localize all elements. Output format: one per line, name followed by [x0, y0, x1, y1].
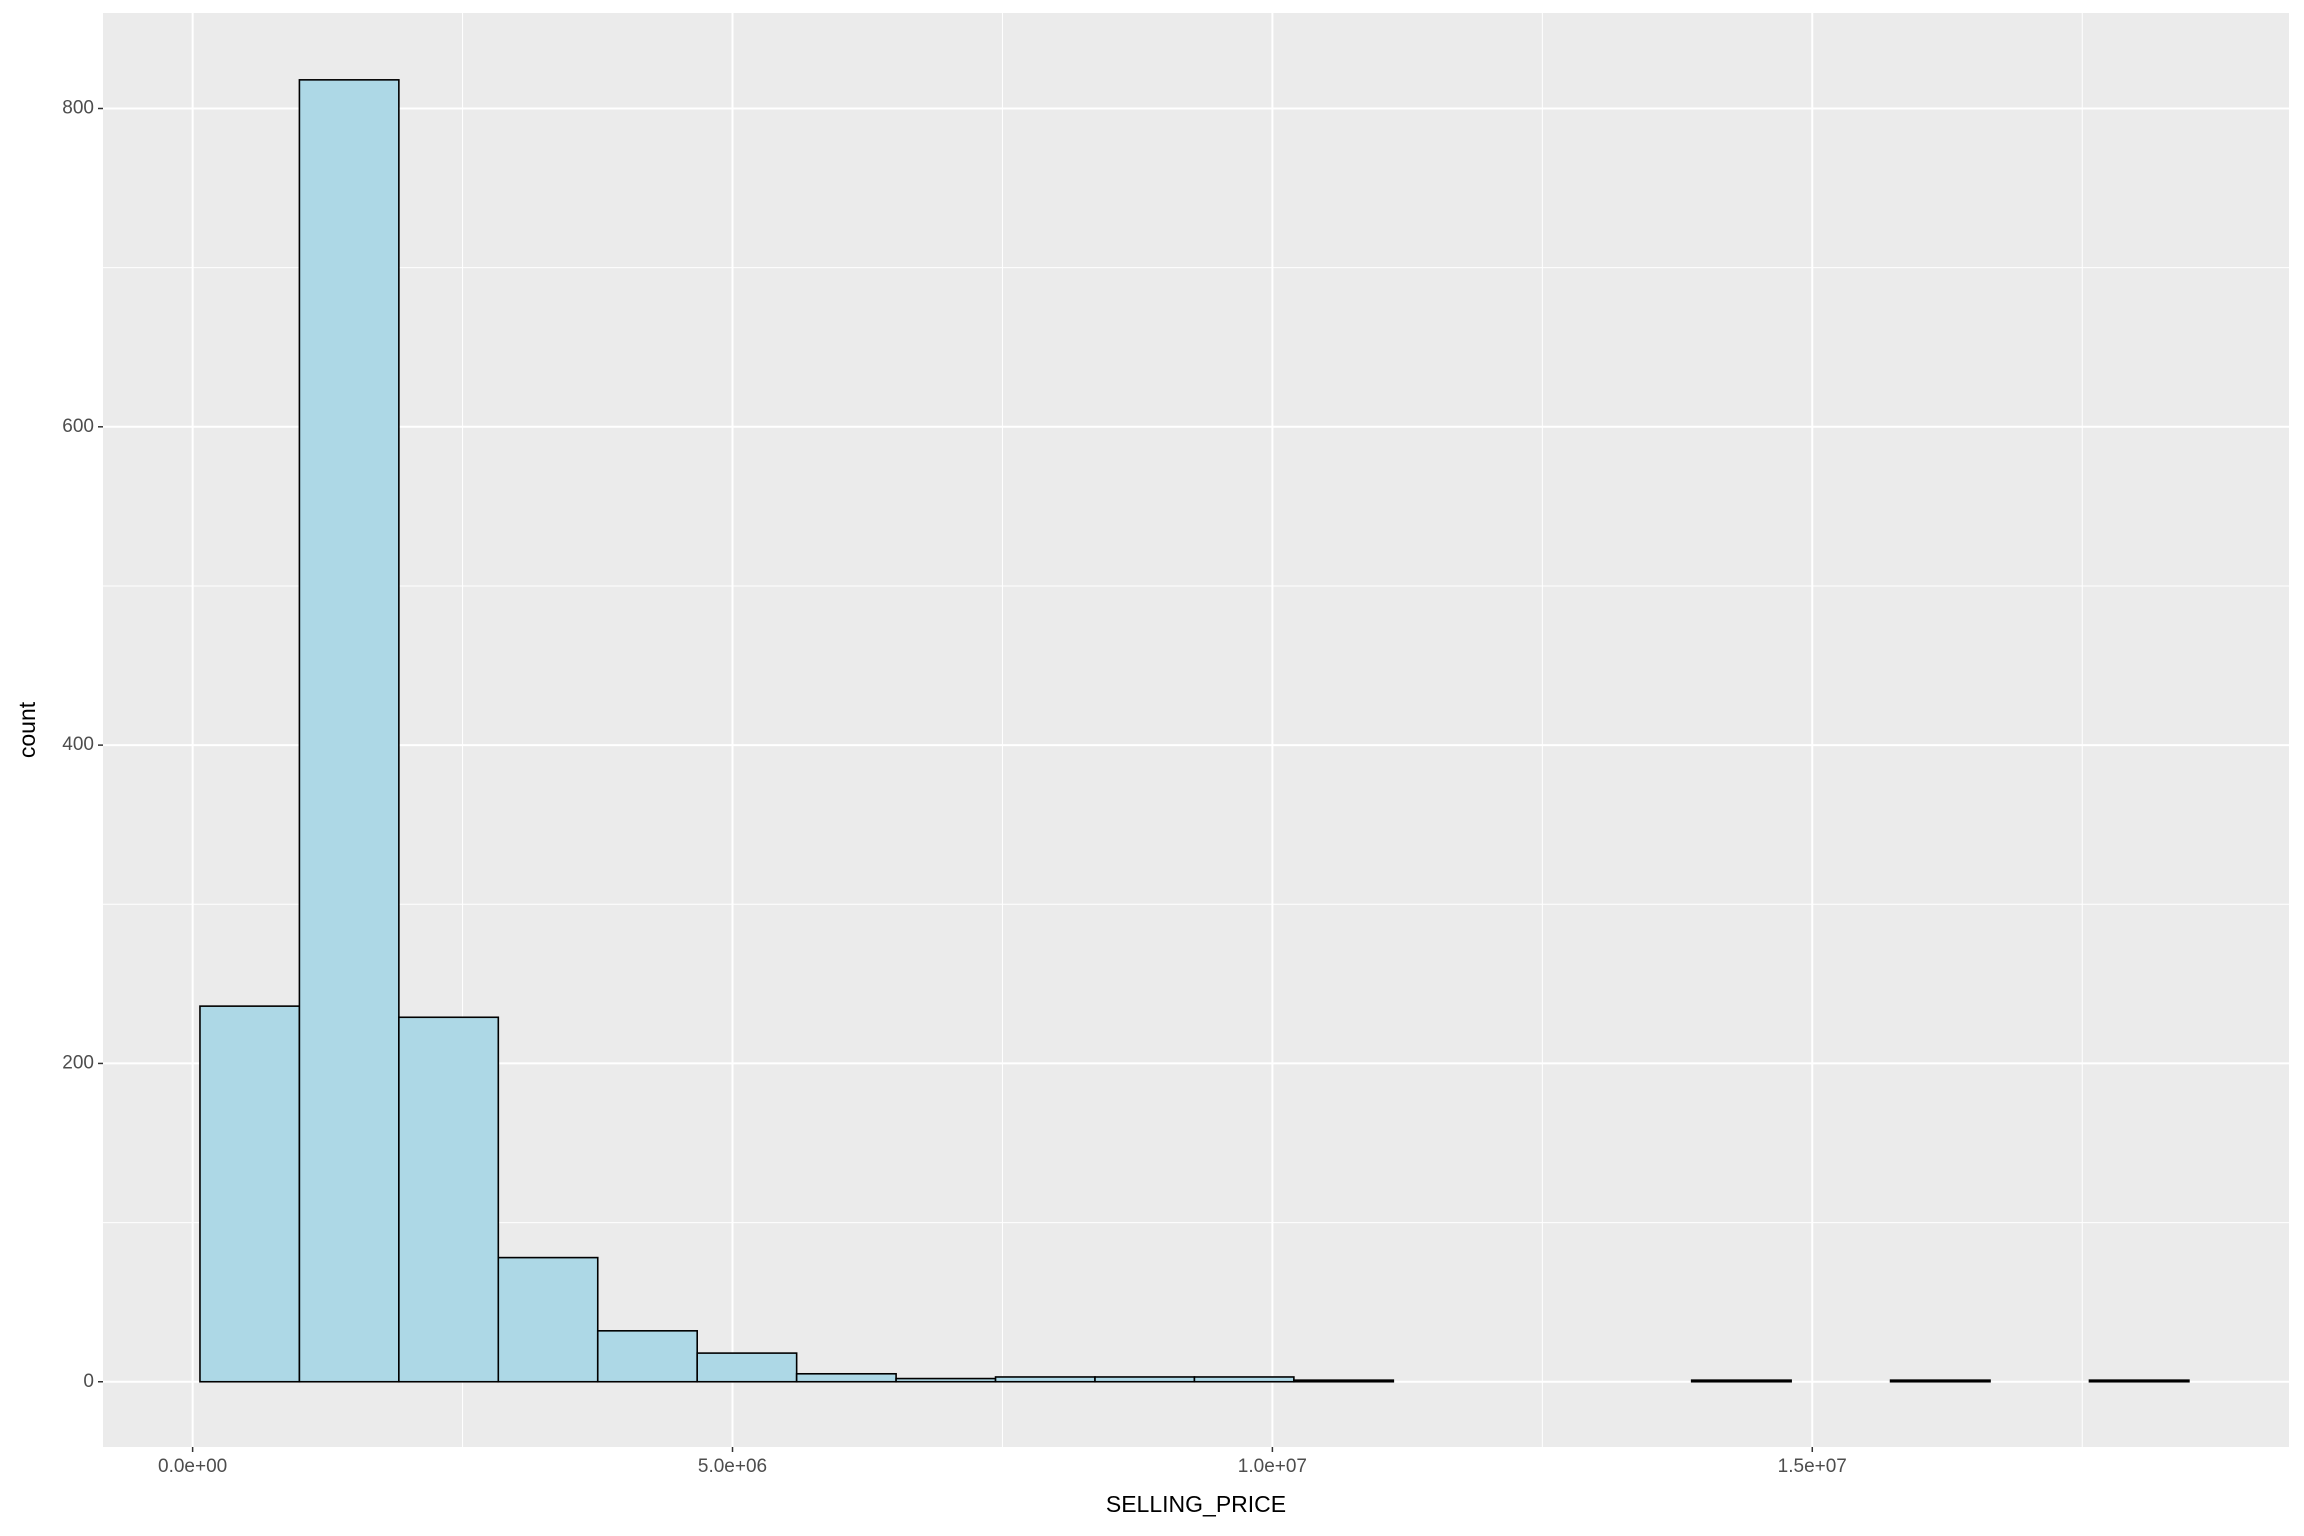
bar	[1094, 1376, 1196, 1383]
x-tick-label: 5.0e+06	[698, 1456, 767, 1477]
y-tick-label: 400	[62, 734, 94, 755]
bar	[2088, 1379, 2190, 1383]
bar	[1690, 1379, 1792, 1383]
y-tick-label: 200	[62, 1052, 94, 1073]
bar	[497, 1256, 599, 1383]
bar	[795, 1372, 897, 1383]
x-tick-label: 1.5e+07	[1778, 1456, 1847, 1477]
y-axis-title: count	[14, 701, 40, 758]
bar	[1293, 1379, 1395, 1383]
bar	[895, 1377, 997, 1383]
x-tick-label: 0.0e+00	[158, 1456, 227, 1477]
bar	[696, 1352, 798, 1383]
y-tick-label: 800	[62, 98, 94, 119]
y-tick-label: 600	[62, 416, 94, 437]
x-tick-label: 1.0e+07	[1238, 1456, 1307, 1477]
bar	[994, 1376, 1096, 1383]
x-axis-title: SELLING_PRICE	[1106, 1491, 1286, 1517]
y-tick-label: 0	[83, 1371, 94, 1392]
bar	[199, 1005, 301, 1383]
bar	[398, 1016, 500, 1383]
bar	[596, 1330, 698, 1383]
bar	[1193, 1376, 1295, 1383]
bar	[1889, 1379, 1991, 1383]
bar	[298, 79, 400, 1383]
